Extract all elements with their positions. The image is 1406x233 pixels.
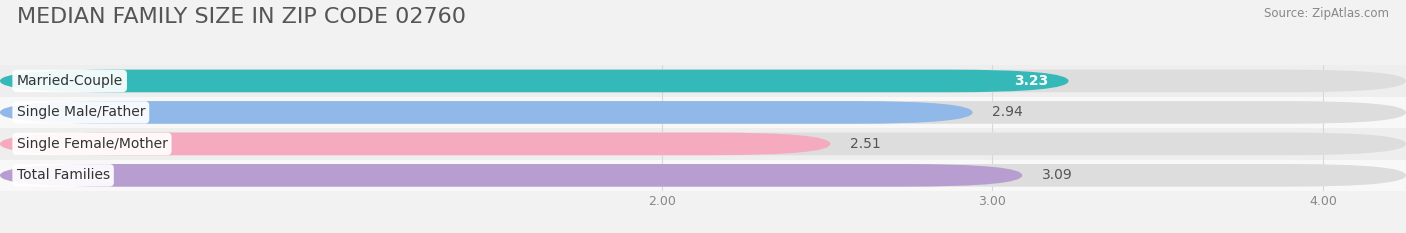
- Text: MEDIAN FAMILY SIZE IN ZIP CODE 02760: MEDIAN FAMILY SIZE IN ZIP CODE 02760: [17, 7, 465, 27]
- Text: 3.23: 3.23: [1015, 74, 1049, 88]
- Text: Source: ZipAtlas.com: Source: ZipAtlas.com: [1264, 7, 1389, 20]
- FancyBboxPatch shape: [0, 70, 1069, 92]
- Text: Married-Couple: Married-Couple: [17, 74, 122, 88]
- FancyBboxPatch shape: [0, 164, 1022, 187]
- FancyBboxPatch shape: [0, 133, 1406, 155]
- FancyBboxPatch shape: [0, 101, 973, 124]
- Text: 3.09: 3.09: [1042, 168, 1073, 182]
- FancyBboxPatch shape: [0, 133, 831, 155]
- Bar: [0, 160, 1406, 191]
- Bar: [0, 128, 1406, 160]
- Bar: [0, 65, 1406, 97]
- Text: 2.94: 2.94: [993, 105, 1024, 120]
- FancyBboxPatch shape: [0, 101, 1406, 124]
- Bar: [0, 97, 1406, 128]
- Text: Single Male/Father: Single Male/Father: [17, 105, 145, 120]
- Text: Total Families: Total Families: [17, 168, 110, 182]
- Text: Single Female/Mother: Single Female/Mother: [17, 137, 167, 151]
- FancyBboxPatch shape: [0, 70, 1406, 92]
- FancyBboxPatch shape: [0, 164, 1406, 187]
- Text: 2.51: 2.51: [851, 137, 882, 151]
